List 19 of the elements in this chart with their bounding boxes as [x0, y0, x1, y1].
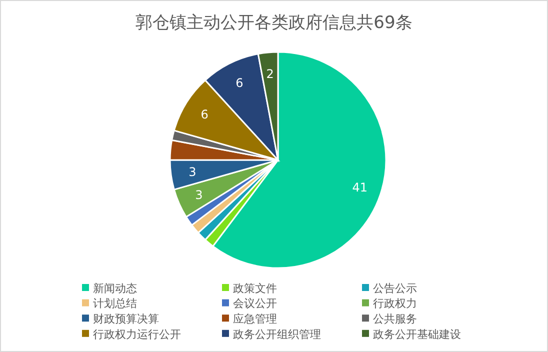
- data-label: 41: [352, 180, 368, 195]
- chart-title: 郭仓镇主动公开各类政府信息共69条: [136, 13, 412, 33]
- legend-label: 计划总结: [93, 297, 137, 310]
- legend-label: 公共服务: [373, 312, 417, 326]
- data-label: 2: [266, 67, 274, 82]
- legend-label: 行政权力运行公开: [93, 328, 181, 341]
- legend-label: 行政权力: [373, 297, 417, 310]
- legend-label: 政务公开组织管理: [233, 328, 321, 341]
- legend-label: 财政预算决算: [93, 312, 159, 326]
- data-label: 6: [236, 76, 244, 90]
- legend-label: 会议公开: [233, 297, 277, 310]
- data-label: 6: [200, 108, 208, 122]
- legend-label: 政务公开基础建设: [373, 328, 461, 341]
- data-label: 3: [188, 165, 196, 180]
- legend-label: 政策文件: [233, 282, 277, 295]
- legend-label: 应急管理: [233, 312, 277, 326]
- legend-label: 新闻动态: [93, 282, 137, 295]
- legend-label: 公告公示: [373, 282, 417, 295]
- data-label: 3: [195, 188, 203, 202]
